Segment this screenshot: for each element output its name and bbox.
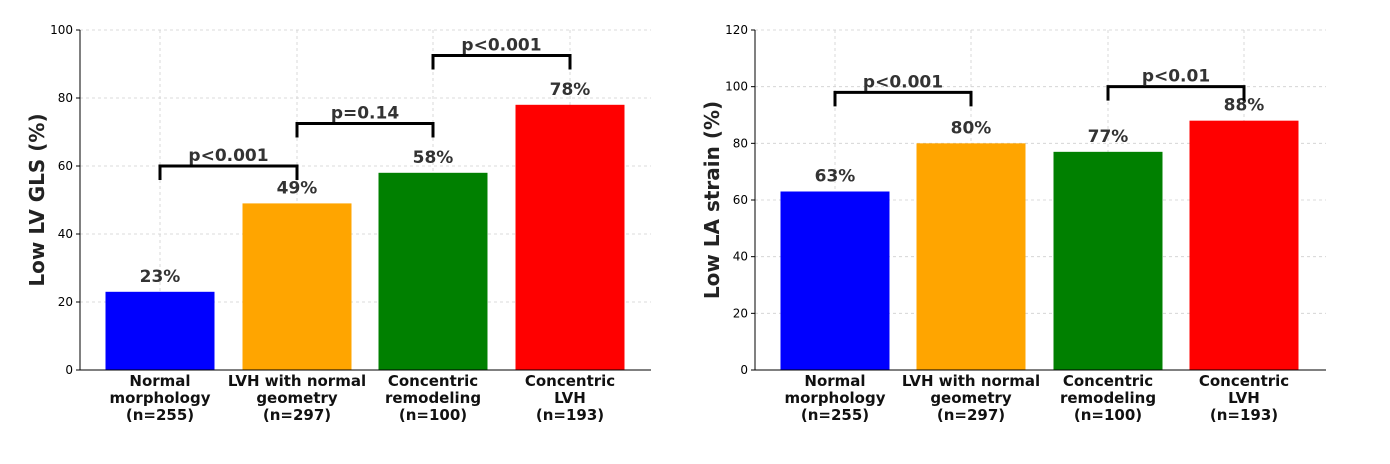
chart-2: 0 20 40 60 80 100 120 Low LA strain (%) Normal mo… [700,23,1326,424]
p-value-label: p=0.14 [331,104,400,124]
data-label: 49% [277,178,318,198]
significance-bracket [431,54,572,70]
significance-bracket [1106,85,1246,101]
bar [916,143,1026,370]
bar [378,172,488,370]
x-tick-label-line: Normal [129,372,190,390]
x-tick-label-line: Concentric [1063,372,1153,390]
significance-bracket [295,122,435,138]
data-label: 23% [140,267,181,287]
y-tick-label: 80 [733,136,748,150]
x-tick-label-line: LVH [1228,389,1260,407]
bar [515,104,625,371]
y-tick-label: 40 [58,227,73,241]
x-tick-label-line: LVH with normal [902,372,1040,390]
chart-1: 0 20 40 60 80 100 Low LV GLS (%) Normal morpholo… [25,23,651,424]
x-tick-label: Normal morphology (n=255) [109,372,210,424]
x-tick-label-line: (n=255) [801,406,869,424]
p-value-label: p<0.01 [1142,67,1210,87]
bar [780,191,890,370]
bar [1053,151,1163,370]
significance-bracket [833,90,973,107]
x-tick-label-line: LVH with normal [228,372,366,390]
x-tick-label-line: (n=193) [1210,406,1278,424]
data-label: 77% [1088,127,1129,147]
x-tick-label-line: Normal [804,372,865,390]
data-label: 88% [1224,96,1265,116]
x-tick-label-line: (n=255) [126,406,194,424]
p-value-label: p<0.001 [188,146,268,166]
y-tick-label: 0 [740,363,748,377]
y-axis-label: Low LV GLS (%) [25,113,49,286]
x-tick-label-line: (n=193) [536,406,604,424]
data-label: 78% [550,80,591,100]
x-tick-label: Concentric LVH (n=193) [1199,372,1289,424]
x-tick-label-line: Concentric [525,372,615,390]
x-tick-label-line: (n=100) [1074,406,1142,424]
x-tick-label-line: (n=297) [937,406,1005,424]
bar [1189,120,1299,371]
x-tick-label-line: morphology [784,389,885,407]
x-tick-label-line: geometry [256,389,338,407]
x-tick-label-line: remodeling [1060,389,1156,407]
y-tick-label: 20 [58,295,73,309]
y-tick-label: 100 [725,80,748,94]
y-tick-label: 120 [725,23,748,37]
bar [105,291,215,370]
bar [242,203,352,370]
x-tick-label: Concentric LVH (n=193) [525,372,615,424]
data-label: 58% [413,148,454,168]
x-tick-label-line: (n=100) [399,406,467,424]
p-value-label: p<0.001 [461,36,541,56]
y-tick-label: 60 [58,159,73,173]
x-tick-label-line: Concentric [1199,372,1289,390]
significance-bracket [158,164,299,180]
y-tick-label: 40 [733,250,748,264]
y-tick-label: 80 [58,91,73,105]
p-value-label: p<0.001 [863,72,943,92]
x-tick-label-line: (n=297) [263,406,331,424]
x-tick-label: LVH with normal geometry (n=297) [228,372,366,424]
data-label: 63% [815,167,856,187]
x-tick-label-line: LVH [554,389,586,407]
y-tick-label: 20 [733,306,748,320]
x-tick-label: Concentric remodeling (n=100) [1060,372,1156,424]
x-tick-label: LVH with normal geometry (n=297) [902,372,1040,424]
y-axis-label: Low LA strain (%) [700,101,724,299]
y-tick-label: 60 [733,193,748,207]
x-tick-label-line: remodeling [385,389,481,407]
data-label: 80% [951,118,992,138]
y-tick-label: 0 [65,363,73,377]
y-tick-label: 100 [50,23,73,37]
x-tick-label-line: morphology [109,389,210,407]
x-tick-label: Concentric remodeling (n=100) [385,372,481,424]
x-tick-label: Normal morphology (n=255) [784,372,885,424]
x-tick-label-line: geometry [930,389,1012,407]
x-tick-label-line: Concentric [388,372,478,390]
